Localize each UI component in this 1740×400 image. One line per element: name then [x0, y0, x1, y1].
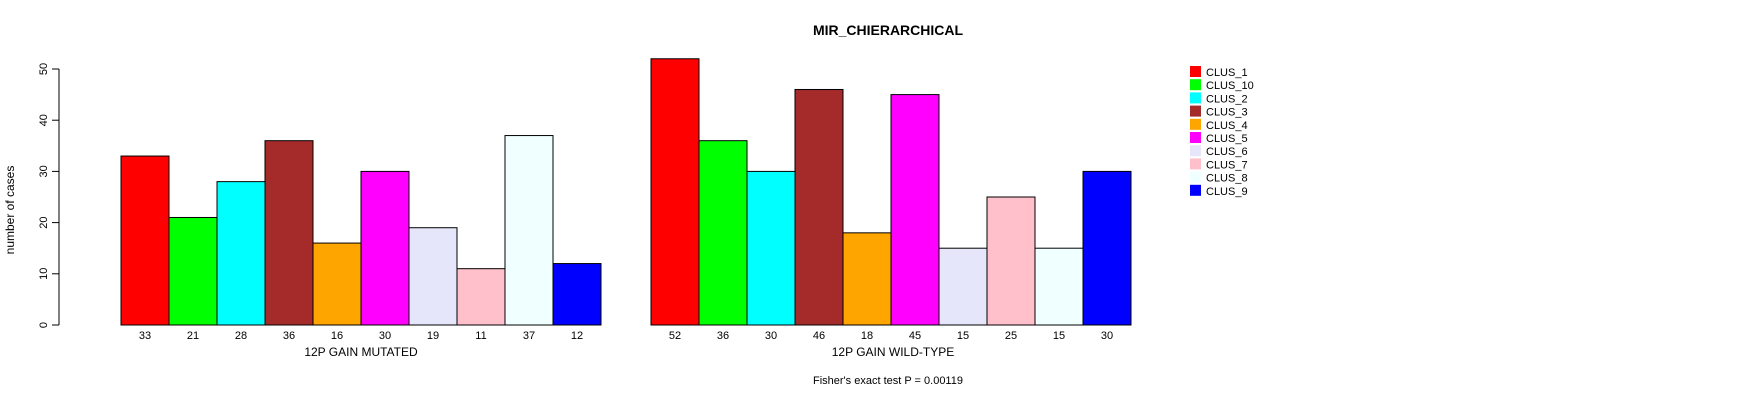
- bar-value-label: 30: [765, 330, 777, 342]
- legend-label: CLUS_10: [1206, 80, 1254, 92]
- legend-label: CLUS_6: [1206, 146, 1248, 158]
- bar-clus-4: [842, 232, 892, 326]
- bar-clus-4: [312, 242, 362, 326]
- fisher-test-footnote: Fisher's exact test P = 0.00119: [813, 375, 963, 387]
- legend-swatch: [1190, 132, 1201, 143]
- y-tick-label: 30: [38, 165, 50, 177]
- legend-swatch: [1190, 184, 1201, 196]
- y-tick-label: 10: [38, 268, 50, 280]
- bar-value-label: 16: [331, 330, 343, 342]
- y-axis: 0 10 20 30 40 50: [38, 63, 60, 328]
- x-axis-label-wild-type: 12P GAIN WILD-TYPE: [832, 345, 954, 359]
- y-axis-label: number of cases: [3, 166, 17, 255]
- bar-value-label: 21: [187, 330, 199, 342]
- legend-label: CLUS_9: [1206, 186, 1248, 198]
- legend: CLUS_1CLUS_10CLUS_2CLUS_3CLUS_4CLUS_5CLU…: [1190, 66, 1254, 198]
- chart-title: MIR_CHIERARCHICAL: [813, 22, 964, 38]
- bar-clus-8: [504, 135, 554, 326]
- bar-clus-10: [698, 140, 748, 326]
- bar-clus-2: [216, 181, 266, 326]
- legend-swatch: [1190, 92, 1201, 104]
- bar-value-label: 25: [1005, 330, 1017, 342]
- bar-value-label: 11: [475, 330, 486, 342]
- bar-clus-10: [168, 216, 218, 326]
- bar-value-label: 30: [1101, 330, 1113, 342]
- bar-value-label: 12: [571, 330, 583, 342]
- bar-clus-8: [1034, 247, 1084, 326]
- bar-value-label: 15: [957, 330, 969, 342]
- legend-swatch: [1190, 105, 1201, 117]
- legend-swatch: [1190, 145, 1201, 157]
- bar-value-label: 33: [139, 330, 151, 342]
- bar-value-label: 45: [909, 330, 921, 342]
- y-tick-label: 0: [38, 322, 50, 328]
- bar-clus-3: [794, 88, 844, 326]
- bar-clus-3: [264, 140, 314, 326]
- bar-clus-1: [650, 58, 700, 326]
- bar-clus-9: [1082, 170, 1132, 326]
- bar-value-label: 37: [523, 330, 535, 342]
- bar-clus-7: [986, 196, 1036, 326]
- legend-swatch: [1190, 118, 1201, 130]
- legend-label: CLUS_2: [1206, 93, 1248, 105]
- legend-label: CLUS_3: [1206, 107, 1248, 119]
- bar-value-label: 36: [283, 330, 295, 342]
- bar-clus-9: [552, 263, 602, 326]
- bar-clus-6: [408, 227, 458, 326]
- y-tick-label: 20: [38, 216, 50, 228]
- bar-value-label: 46: [813, 330, 825, 342]
- bar-clus-5: [890, 94, 940, 326]
- bar-clus-2: [746, 170, 796, 326]
- bar-value-label: 28: [235, 330, 247, 342]
- legend-label: CLUS_5: [1206, 133, 1248, 145]
- bars-group-wild-type: 52 36 30 46 18 45 15 25 15 30: [650, 58, 1132, 342]
- legend-label: CLUS_1: [1206, 67, 1248, 79]
- bar-value-label: 15: [1053, 330, 1065, 342]
- bars-group-mutated: 33 21 28 36 16 30 19 11 37 12: [120, 135, 602, 342]
- bar-value-label: 19: [427, 330, 439, 342]
- legend-label: CLUS_4: [1206, 120, 1248, 132]
- bar-value-label: 18: [861, 330, 873, 342]
- y-tick-label: 40: [38, 114, 50, 126]
- legend-label: CLUS_7: [1206, 159, 1248, 171]
- legend-swatch: [1190, 171, 1201, 183]
- legend-label: CLUS_8: [1206, 173, 1248, 185]
- x-axis-label-mutated: 12P GAIN MUTATED: [304, 345, 418, 359]
- bar-clus-6: [938, 247, 988, 326]
- bar-clus-7: [456, 268, 506, 326]
- bar-clus-5: [360, 170, 410, 326]
- bar-value-label: 36: [717, 330, 729, 342]
- legend-swatch: [1190, 158, 1201, 170]
- bar-value-label: 30: [379, 330, 391, 342]
- bar-clus-1: [120, 155, 170, 326]
- y-tick-label: 50: [38, 63, 50, 75]
- legend-swatch: [1190, 66, 1201, 77]
- legend-swatch: [1190, 79, 1201, 91]
- bar-value-label: 52: [669, 330, 681, 342]
